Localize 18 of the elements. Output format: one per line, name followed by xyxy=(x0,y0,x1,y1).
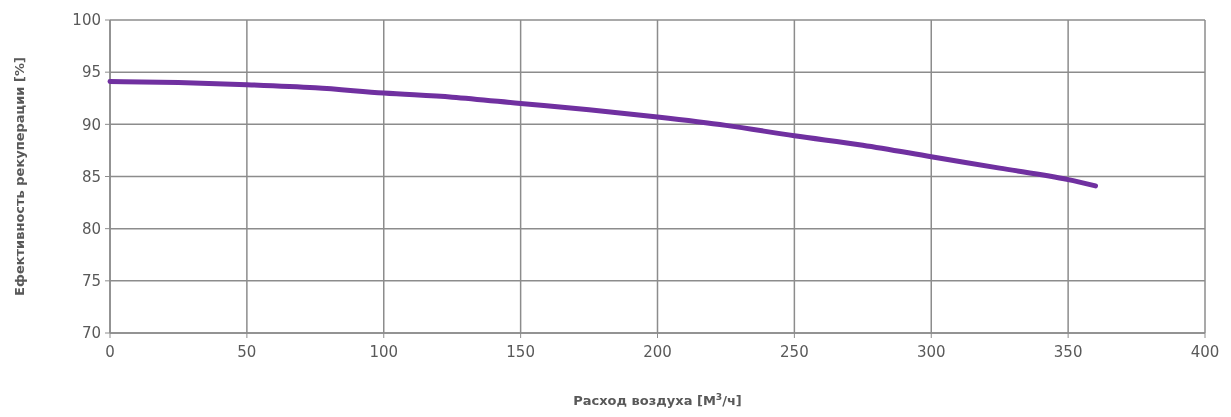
x-tick-label: 250 xyxy=(780,343,809,361)
x-axis-title: Расход воздуха [М$^{3}$/ч] xyxy=(573,392,742,408)
x-tick-label: 350 xyxy=(1053,343,1083,361)
x-tick-label: 50 xyxy=(237,343,257,361)
x-tick-label: 400 xyxy=(1190,343,1220,361)
y-tick-label: 95 xyxy=(81,63,101,82)
x-tick-label: 0 xyxy=(105,343,115,361)
x-tick-label: 300 xyxy=(916,343,946,361)
y-tick-label: 75 xyxy=(81,272,101,291)
y-tick-label: 85 xyxy=(81,167,101,186)
x-tick-label: 100 xyxy=(369,343,399,361)
x-tick-label: 200 xyxy=(643,343,672,361)
y-axis-title: Ефективность рекуперации [%] xyxy=(12,57,27,296)
y-tick-label: 80 xyxy=(81,219,101,238)
y-tick-label: 70 xyxy=(81,324,101,343)
y-tick-label: 90 xyxy=(81,115,101,134)
y-tick-label: 100 xyxy=(72,11,101,30)
x-tick-label: 150 xyxy=(506,343,535,361)
